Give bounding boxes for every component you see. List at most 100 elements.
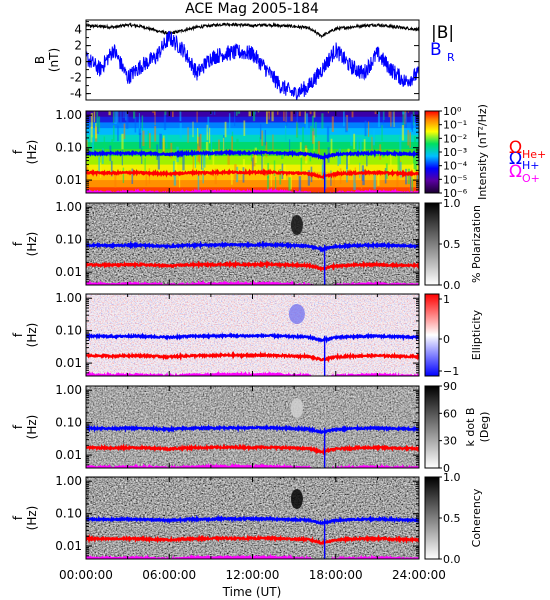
intensity-streak [324, 173, 327, 189]
panel-intensity: 1.00 0.10 0.01 f (Hz) 10⁰10⁻¹10⁻²10⁻³10⁻⁴10⁻⁵… [11, 104, 546, 200]
intensity-streak [234, 111, 236, 127]
intensity-streak [101, 148, 104, 164]
intensity-streak [208, 127, 211, 144]
intensity-streak [257, 111, 260, 113]
intensity-streak [214, 168, 217, 185]
y-tick-label: 1.00 [55, 383, 82, 397]
intensity-streak [363, 139, 366, 155]
intensity-streak [384, 168, 387, 184]
intensity-streak [163, 114, 167, 131]
intensity-streak [313, 135, 315, 151]
x-axis-label: Time (UT) [222, 585, 282, 599]
intensity-streak [277, 111, 279, 115]
intensity-streak [212, 149, 215, 165]
intensity-streak [337, 150, 339, 166]
intensity-streak [235, 111, 238, 116]
intensity-streak [405, 168, 407, 185]
intensity-streak [396, 171, 399, 187]
chart-title: ACE Mag 2005-184 [185, 1, 319, 17]
intensity-streak [152, 111, 155, 113]
intensity-streak [265, 111, 268, 124]
intensity-streak [285, 111, 287, 122]
y-tick-label: -4 [70, 87, 82, 101]
intensity-streak [360, 137, 362, 154]
intensity-streak [393, 111, 395, 127]
intensity-streak [326, 126, 330, 142]
colorbar [424, 110, 440, 194]
intensity-streak [148, 133, 151, 149]
y-tick-label: 2 [74, 39, 82, 53]
colorbar-tick-label: −1 [443, 365, 459, 378]
colorbar-tick-label: 0 [443, 333, 450, 346]
intensity-streak [407, 168, 411, 185]
intensity-streak [359, 162, 361, 179]
intensity-streak [331, 116, 334, 132]
intensity-streak [197, 175, 200, 191]
intensity-streak [125, 111, 127, 121]
legend-omega: Ω [509, 162, 522, 182]
intensity-streak [266, 176, 270, 192]
series-b-r-line [85, 30, 420, 100]
colorbar-tick-label: 0 [443, 462, 450, 475]
intensity-streak [321, 164, 324, 181]
intensity-streak [218, 139, 220, 156]
colorbar-tick-label: 10⁻³ [443, 146, 467, 159]
intensity-streak [252, 111, 256, 122]
intensity-streak [377, 111, 381, 128]
intensity-streak [192, 156, 194, 172]
legend-omega: Ω [509, 149, 522, 169]
gyro-legend: Ω H+Ω He+Ω O+ [509, 138, 546, 185]
intensity-map [86, 111, 419, 193]
intensity-streak [142, 130, 145, 147]
gyro-line-he [86, 168, 419, 181]
intensity-streak [164, 111, 167, 115]
intensity-streak [166, 132, 168, 149]
intensity-streak [413, 136, 417, 152]
intensity-streak [351, 111, 354, 118]
y-axis-label: f [11, 241, 25, 246]
colorbar-tick-label: 1.0 [443, 471, 461, 484]
panel-field-frame [85, 19, 420, 101]
ellipticity-map [86, 294, 419, 376]
intensity-streak [271, 111, 274, 122]
intensity-streak [254, 147, 257, 164]
y-axis-label: f [11, 332, 25, 337]
intensity-streak [309, 111, 312, 115]
intensity-streak [179, 111, 182, 122]
intensity-streak [95, 122, 98, 139]
y-tick-label: -2 [70, 71, 82, 85]
intensity-streak [402, 111, 405, 115]
y-axis-label: f [11, 515, 25, 520]
intensity-streak [353, 174, 356, 190]
intensity-streak [179, 172, 181, 188]
panel-field: 420-2-4B (nT)|B|B R [33, 19, 455, 101]
intensity-streak [199, 133, 202, 150]
intensity-streak [141, 148, 143, 164]
panel-ellipticity: 1.00 0.10 0.01 f (Hz) 1 0 −1 Ellipticity [11, 291, 483, 378]
intensity-streak [110, 160, 113, 177]
intensity-streak [409, 132, 411, 148]
intensity-streak [231, 169, 233, 185]
intensity-streak [98, 156, 101, 173]
intensity-streak [377, 170, 380, 186]
intensity-streak [373, 174, 376, 190]
intensity-streak [281, 143, 284, 160]
intensity-streak [296, 122, 299, 139]
intensity-streak [305, 113, 309, 129]
intensity-streak [390, 111, 392, 127]
intensity-streak [154, 126, 157, 142]
colorbar-tick-label: 0.0 [443, 279, 461, 292]
x-tick-label: 00:00:00 [59, 568, 113, 582]
intensity-streak [138, 113, 140, 129]
y-tick-label: 0.01 [55, 173, 82, 187]
intensity-streak [121, 133, 124, 150]
y-tick-label: 0.10 [55, 233, 82, 247]
colorbar-label: Ellipticity [470, 309, 483, 360]
intensity-streak [248, 111, 251, 117]
intensity-streak [236, 138, 239, 155]
colorbar [424, 202, 440, 286]
intensity-streak [139, 133, 142, 149]
panel-polarization: 1.00 0.10 0.01 f (Hz) 1.0 0.5 0.0 % Polarization [11, 197, 483, 292]
intensity-streak [339, 168, 342, 184]
intensity-streak [187, 127, 189, 143]
